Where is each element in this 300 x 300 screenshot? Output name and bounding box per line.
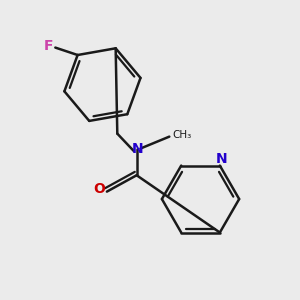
- Text: F: F: [44, 38, 53, 52]
- Text: CH₃: CH₃: [172, 130, 191, 140]
- Text: N: N: [215, 152, 227, 166]
- Text: N: N: [131, 142, 143, 156]
- Text: O: O: [94, 182, 105, 196]
